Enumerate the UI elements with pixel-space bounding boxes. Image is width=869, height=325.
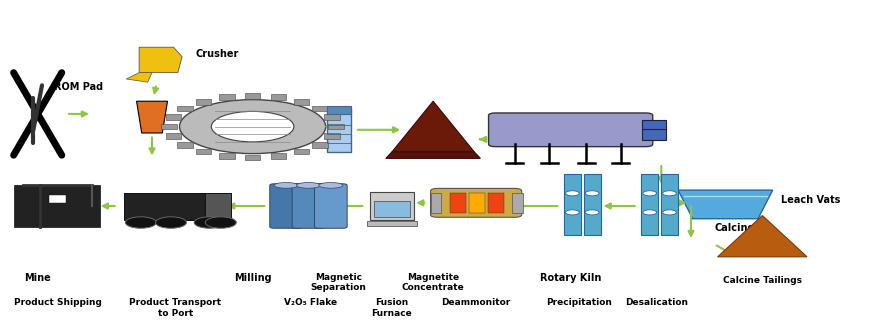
Ellipse shape [296, 183, 320, 188]
Polygon shape [717, 215, 806, 257]
Text: Milling: Milling [234, 273, 271, 283]
Bar [450, 192, 465, 213]
Text: Product Transport
to Port: Product Transport to Port [129, 298, 221, 318]
Circle shape [156, 217, 186, 228]
Bar [165, 114, 181, 120]
Bar [367, 221, 416, 226]
Bar [177, 106, 193, 111]
Bar [326, 108, 350, 152]
Text: Calcine: Calcine [713, 223, 753, 233]
Bar [244, 93, 260, 99]
Bar [196, 149, 211, 154]
Polygon shape [126, 73, 152, 82]
Bar [294, 149, 309, 154]
Bar [640, 129, 665, 140]
Polygon shape [391, 101, 474, 152]
Bar [430, 192, 441, 213]
Bar [640, 120, 665, 131]
Text: Magnetite
Concentrate: Magnetite Concentrate [401, 273, 464, 292]
Circle shape [662, 191, 675, 196]
Bar [563, 174, 580, 235]
Circle shape [179, 100, 325, 154]
FancyBboxPatch shape [292, 184, 324, 228]
Bar [660, 174, 677, 235]
Bar [177, 142, 193, 148]
Bar [324, 133, 339, 139]
Circle shape [194, 217, 225, 228]
Bar [201, 193, 231, 220]
Circle shape [585, 210, 599, 215]
Bar [324, 114, 339, 120]
Bar [162, 124, 176, 129]
FancyBboxPatch shape [269, 184, 302, 228]
Bar [488, 192, 503, 213]
Text: Calcine Tailings: Calcine Tailings [722, 276, 801, 285]
Bar [123, 193, 205, 220]
Text: Crusher: Crusher [195, 49, 238, 58]
Circle shape [642, 191, 656, 196]
Bar [374, 202, 409, 217]
Bar [326, 106, 350, 114]
Text: Deammonitor: Deammonitor [441, 298, 510, 307]
Bar [219, 95, 235, 100]
Text: V₂O₅ Flake: V₂O₅ Flake [283, 298, 336, 307]
Text: Desalication: Desalication [625, 298, 687, 307]
FancyBboxPatch shape [488, 113, 652, 147]
Text: Leach Vats: Leach Vats [780, 195, 839, 205]
Bar [165, 133, 181, 139]
Bar [294, 99, 309, 105]
Circle shape [565, 191, 579, 196]
Text: Product Shipping: Product Shipping [14, 298, 102, 307]
Bar [369, 192, 414, 220]
Polygon shape [136, 101, 168, 133]
Bar [219, 153, 235, 159]
Ellipse shape [318, 183, 342, 188]
Polygon shape [385, 152, 480, 158]
Circle shape [662, 210, 675, 215]
Text: Rotary Kiln: Rotary Kiln [540, 273, 600, 283]
FancyBboxPatch shape [314, 184, 347, 228]
Bar [640, 174, 658, 235]
Circle shape [642, 210, 656, 215]
Circle shape [205, 217, 236, 228]
Text: Magnetic
Separation: Magnetic Separation [310, 273, 366, 292]
Polygon shape [677, 190, 772, 219]
Bar [328, 124, 343, 129]
Circle shape [125, 217, 156, 228]
Bar [512, 192, 522, 213]
Bar [244, 155, 260, 160]
Bar [583, 174, 600, 235]
Bar [196, 99, 211, 105]
Text: Mine: Mine [24, 273, 51, 283]
Text: ROM Pad: ROM Pad [55, 82, 103, 92]
Polygon shape [139, 47, 182, 73]
Bar [270, 95, 286, 100]
Text: Fusion
Furnace: Fusion Furnace [371, 298, 412, 318]
Bar [15, 185, 100, 227]
Bar [468, 192, 484, 213]
Text: Precipitation: Precipitation [546, 298, 612, 307]
Ellipse shape [274, 183, 298, 188]
Bar [312, 142, 328, 148]
Bar [312, 106, 328, 111]
Circle shape [565, 210, 579, 215]
Bar [49, 195, 66, 203]
Circle shape [211, 111, 294, 142]
FancyBboxPatch shape [430, 188, 521, 217]
Circle shape [585, 191, 599, 196]
Bar [270, 153, 286, 159]
